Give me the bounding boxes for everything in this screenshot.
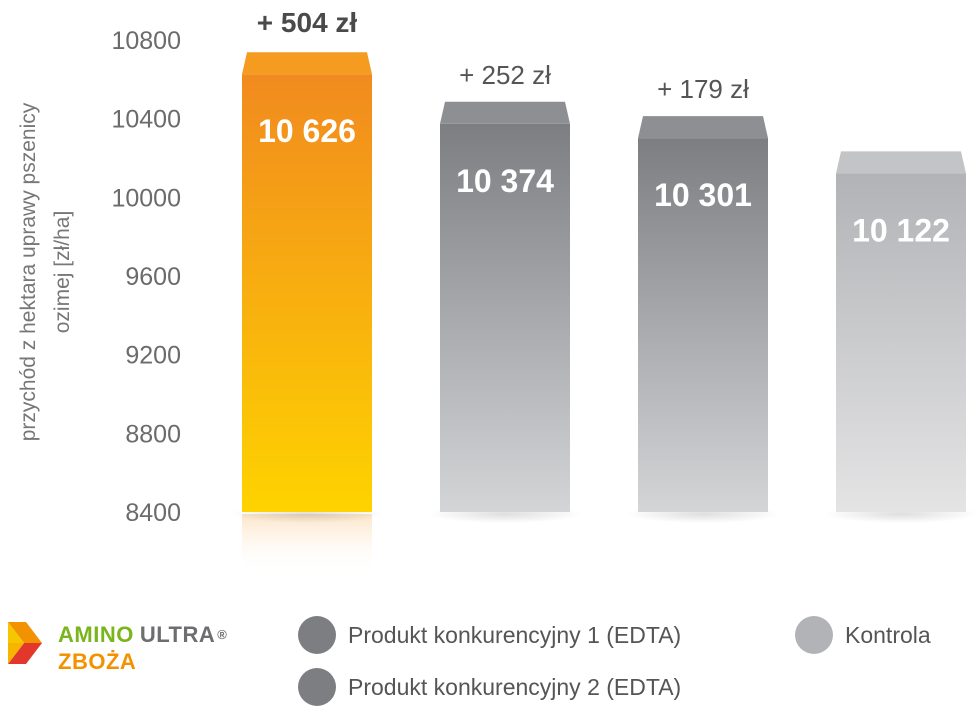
- y-axis-label-line-2: ozimej [zł/ha]: [51, 211, 74, 334]
- y-tick-label: 10800: [111, 27, 181, 55]
- bar-group-competitor-2: 10 301 + 179 zł: [626, 74, 780, 523]
- y-tick-label: 10000: [111, 184, 181, 212]
- bar: [638, 138, 768, 513]
- data-label: 10 626: [258, 113, 356, 149]
- data-label: 10 301: [654, 177, 752, 213]
- bar-chart: przychód z hektara uprawy pszenicy ozime…: [17, 7, 978, 574]
- bar: [242, 74, 372, 512]
- brand-product: ZBOŻA: [58, 649, 137, 674]
- legend-label: Produkt konkurencyjny 1 (EDTA): [348, 621, 682, 648]
- bar-group-amino-ultra: 10 626 + 504 zł: [230, 7, 384, 574]
- brand-amino: AMINO: [58, 622, 134, 647]
- y-tick-label: 9200: [125, 342, 181, 370]
- y-tick-label: 8400: [125, 499, 181, 527]
- legend-label: Produkt konkurencyjny 2 (EDTA): [348, 673, 682, 700]
- difference-label: + 504 zł: [257, 7, 358, 38]
- data-label: 10 122: [852, 212, 950, 248]
- y-axis-ticks: 8400 8800 9200 9600 10000 10400 10800: [111, 27, 181, 527]
- legend: AMINO ULTRA ® ZBOŻA Produkt konkurencyjny …: [0, 612, 980, 706]
- bar-cap: [638, 116, 768, 139]
- brand-ultra: ULTRA: [139, 622, 216, 647]
- legend-swatch: [298, 668, 336, 706]
- bar-cap: [836, 151, 966, 174]
- difference-label: + 179 zł: [657, 74, 749, 104]
- y-axis-label: przychód z hektara uprawy pszenicy ozime…: [17, 102, 74, 441]
- bar-cap: [242, 52, 372, 75]
- bar-group-competitor-1: 10 374 + 252 zł: [428, 60, 582, 523]
- bar-group-control: 10 122: [824, 151, 978, 523]
- y-tick-label: 8800: [125, 420, 181, 448]
- legend-item-competitor-1: Produkt konkurencyjny 1 (EDTA): [298, 616, 681, 654]
- bar: [836, 173, 966, 512]
- legend-item-control: Kontrola: [795, 616, 931, 654]
- bars: 10 626 + 504 zł 10 374 + 252 zł 10 301 + 179 …: [230, 7, 978, 574]
- y-tick-label: 9600: [125, 263, 181, 291]
- difference-label: + 252 zł: [459, 60, 551, 90]
- bar-reflection: [242, 514, 372, 574]
- legend-label: Kontrola: [845, 621, 931, 648]
- legend-swatch: [795, 616, 833, 654]
- legend-swatch: [298, 616, 336, 654]
- brand-registered-mark: ®: [217, 627, 228, 642]
- y-tick-label: 10400: [111, 106, 181, 134]
- bar-cap: [440, 101, 570, 124]
- brand-chevron-icon: [8, 622, 42, 664]
- y-axis-label-line-1: przychód z hektara uprawy pszenicy: [17, 102, 40, 441]
- data-label: 10 374: [456, 163, 554, 199]
- legend-item-competitor-2: Produkt konkurencyjny 2 (EDTA): [298, 668, 681, 706]
- bar: [440, 123, 570, 512]
